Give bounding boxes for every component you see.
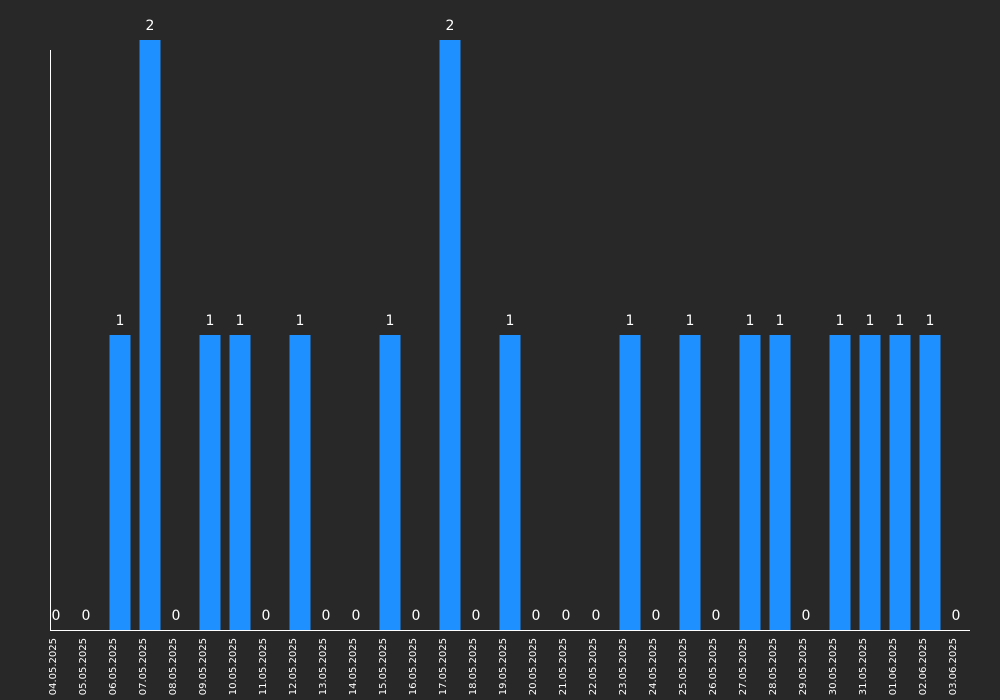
x-tick-label: 13.05.2025 [318,638,329,695]
x-tick-label: 18.05.2025 [468,638,479,695]
x-tick-label: 31.05.2025 [858,638,869,695]
bar [109,335,131,630]
bar [739,335,761,630]
bar-value-label: 0 [562,608,571,624]
bar-value-label: 1 [686,313,695,329]
x-tick-label: 23.05.2025 [618,638,629,695]
bar [829,335,851,630]
x-tick-label: 06.05.2025 [108,638,119,695]
x-tick-label: 08.05.2025 [168,638,179,695]
bar [769,335,791,630]
value-labels-group: 0 0 1 2 0 1 1 0 1 0 0 1 0 2 0 1 0 0 0 1 0 1 0 1 1 0 1 1 1 1 0 [52,18,961,624]
bar [229,335,251,630]
x-tick-label: 20.05.2025 [528,638,539,695]
bar-value-label: 1 [296,313,305,329]
x-tick-label: 24.05.2025 [648,638,659,695]
bar-value-label: 2 [446,18,455,34]
bar [139,40,161,630]
x-tick-label: 05.05.2025 [78,638,89,695]
x-tick-label: 19.05.2025 [498,638,509,695]
bar-value-label: 0 [352,608,361,624]
x-tick-label: 03.06.2025 [948,638,959,695]
x-tick-label: 12.05.2025 [288,638,299,695]
bar [859,335,881,630]
bar-value-label: 0 [412,608,421,624]
x-tick-labels-group: 04.05.2025 05.05.2025 06.05.2025 07.05.2025… [48,638,959,695]
bar [199,335,221,630]
bar-value-label: 0 [262,608,271,624]
bar-value-label: 1 [746,313,755,329]
bar-value-label: 0 [322,608,331,624]
x-tick-label: 28.05.2025 [768,638,779,695]
x-tick-label: 30.05.2025 [828,638,839,695]
x-tick-label: 21.05.2025 [558,638,569,695]
x-tick-label: 01.06.2025 [888,638,899,695]
x-tick-label: 26.05.2025 [708,638,719,695]
bar [889,335,911,630]
x-tick-label: 10.05.2025 [228,638,239,695]
x-tick-label: 07.05.2025 [138,638,149,695]
x-tick-label: 09.05.2025 [198,638,209,695]
bar-value-label: 1 [836,313,845,329]
bar-value-label: 0 [652,608,661,624]
bar-value-label: 0 [52,608,61,624]
bars-group [109,40,941,630]
bar-value-label: 1 [206,313,215,329]
bar [679,335,701,630]
bar-value-label: 0 [82,608,91,624]
bar-value-label: 0 [532,608,541,624]
bar-value-label: 1 [236,313,245,329]
x-tick-label: 22.05.2025 [588,638,599,695]
bar-value-label: 1 [866,313,875,329]
bar-value-label: 0 [172,608,181,624]
x-tick-label: 04.05.2025 [48,638,59,695]
x-tick-label: 02.06.2025 [918,638,929,695]
x-tick-label: 15.05.2025 [378,638,389,695]
bar [439,40,461,630]
bar-value-label: 1 [506,313,515,329]
x-tick-label: 11.05.2025 [258,638,269,695]
bar [499,335,521,630]
x-tick-label: 29.05.2025 [798,638,809,695]
x-tick-label: 14.05.2025 [348,638,359,695]
bar-value-label: 0 [472,608,481,624]
bar-value-label: 0 [592,608,601,624]
x-tick-label: 25.05.2025 [678,638,689,695]
bar-value-label: 1 [926,313,935,329]
bar-value-label: 1 [896,313,905,329]
bar-value-label: 0 [802,608,811,624]
bar [919,335,941,630]
x-tick-label: 16.05.2025 [408,638,419,695]
bar-value-label: 1 [626,313,635,329]
bar-value-label: 1 [116,313,125,329]
bar-value-label: 1 [776,313,785,329]
x-tick-label: 27.05.2025 [738,638,749,695]
bar [619,335,641,630]
bar [289,335,311,630]
bar-value-label: 0 [712,608,721,624]
bar-value-label: 0 [952,608,961,624]
bar-value-label: 1 [386,313,395,329]
bar [379,335,401,630]
x-tick-label: 17.05.2025 [438,638,449,695]
bar-value-label: 2 [146,18,155,34]
